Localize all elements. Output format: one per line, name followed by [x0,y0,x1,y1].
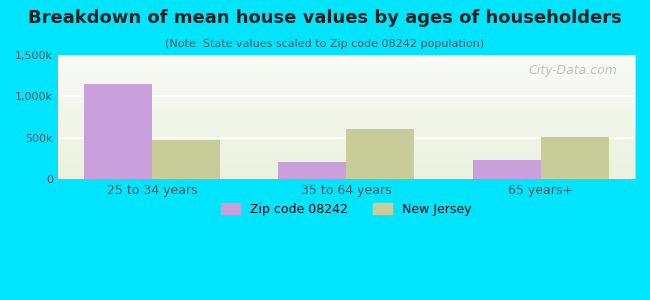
Text: (Note: State values scaled to Zip code 08242 population): (Note: State values scaled to Zip code 0… [166,39,484,49]
Bar [541,137,609,179]
Bar [278,162,346,179]
Legend: Zip code 08242, New Jersey: Zip code 08242, New Jersey [216,197,476,220]
Text: Breakdown of mean house values by ages of householders: Breakdown of mean house values by ages o… [28,9,622,27]
Bar [473,160,541,179]
Bar [84,84,152,179]
Text: City-Data.com: City-Data.com [529,64,617,77]
Bar [346,129,415,179]
Bar [152,140,220,179]
